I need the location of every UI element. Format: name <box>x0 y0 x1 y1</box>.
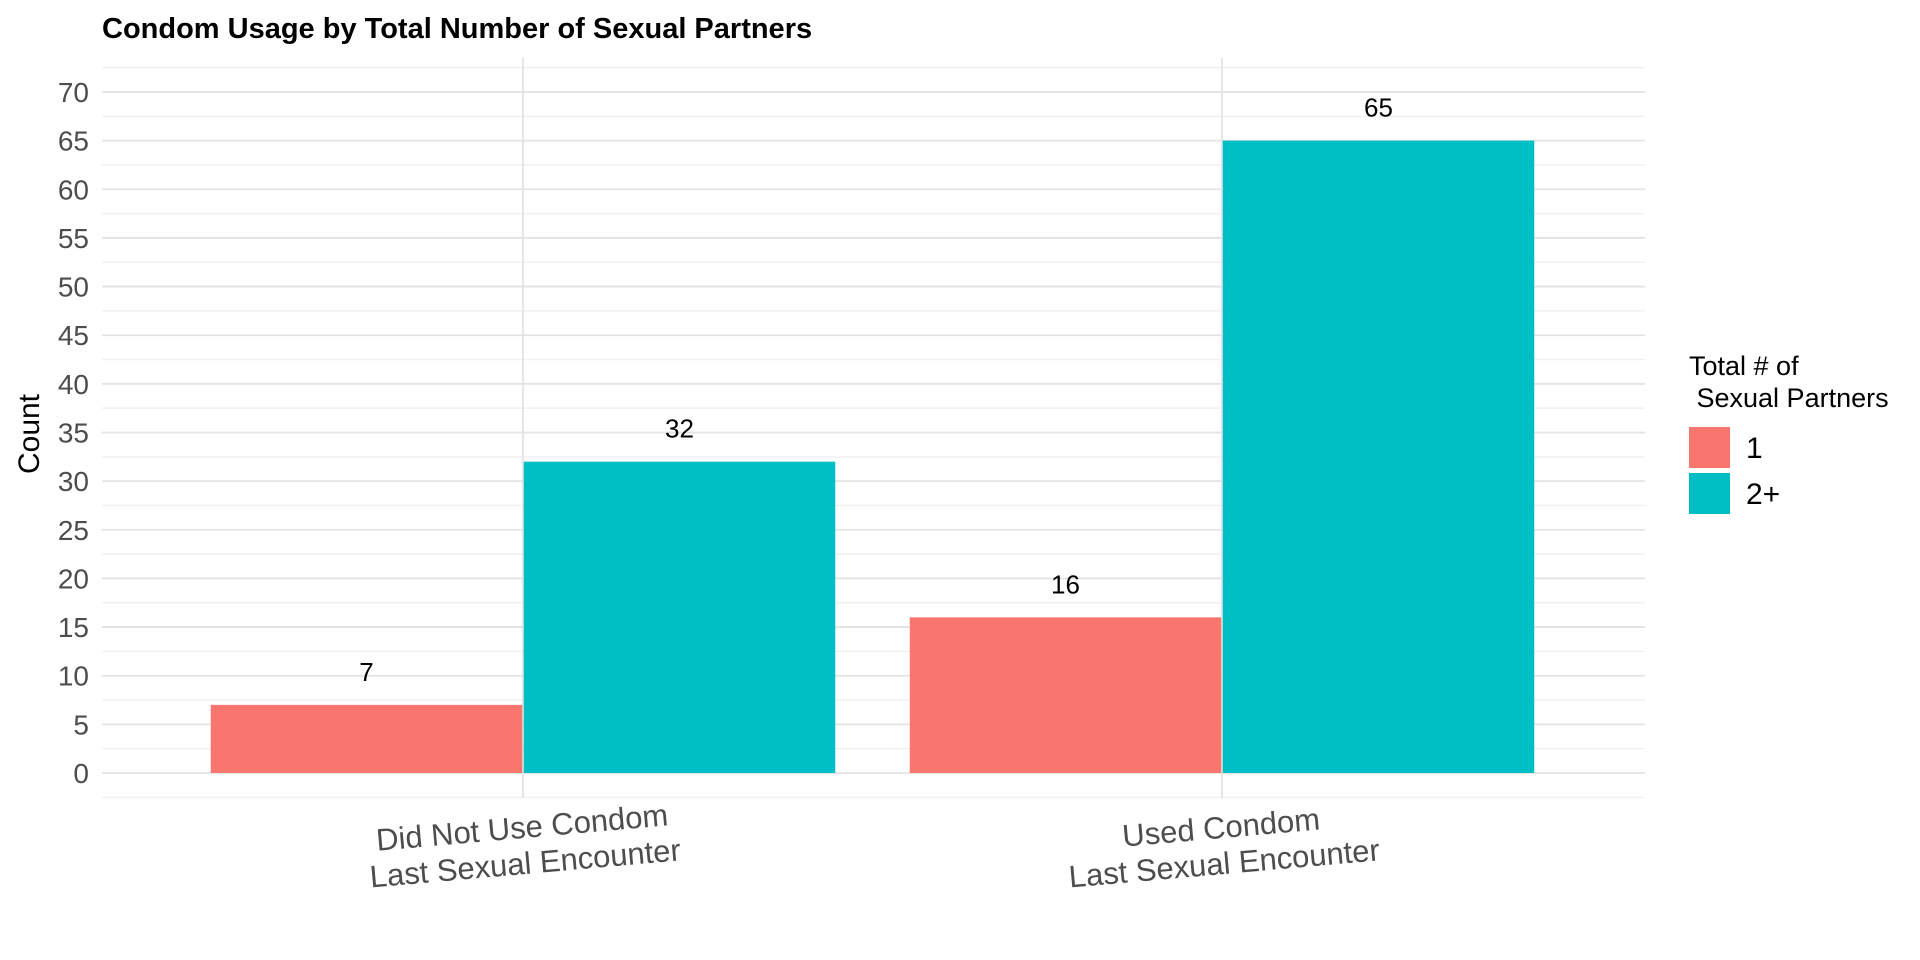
y-tick-label: 45 <box>58 320 89 351</box>
y-tick-label: 40 <box>58 369 89 400</box>
y-tick-label: 20 <box>58 563 89 594</box>
bars <box>210 140 1535 774</box>
bar <box>1222 140 1535 774</box>
y-tick-label: 10 <box>58 661 89 692</box>
y-axis-title: Count <box>13 393 46 474</box>
y-tick-label: 55 <box>58 223 89 254</box>
legend-label: 2+ <box>1746 478 1780 511</box>
legend: Total # of Sexual Partners 1 2+ <box>1689 351 1889 514</box>
chart-title: Condom Usage by Total Number of Sexual P… <box>102 13 812 45</box>
y-tick-label: 60 <box>58 174 89 205</box>
y-tick-label: 15 <box>58 612 89 643</box>
data-labels: 7 16 32 65 <box>359 93 1393 687</box>
legend-label: 1 <box>1746 432 1763 465</box>
y-tick-label: 0 <box>73 758 89 789</box>
y-tick-label: 65 <box>58 126 89 157</box>
y-tick-label: 35 <box>58 418 89 449</box>
bar <box>909 617 1222 773</box>
y-axis: 0 5 10 15 20 25 30 35 40 45 50 55 60 65 70 <box>58 77 89 789</box>
data-label: 16 <box>1051 569 1080 599</box>
legend-key <box>1689 427 1730 468</box>
y-tick-label: 5 <box>73 709 89 740</box>
legend-key <box>1689 473 1730 514</box>
y-tick-label: 70 <box>58 77 89 108</box>
y-tick-label: 25 <box>58 515 89 546</box>
legend-title: Total # of <box>1689 351 1799 381</box>
legend-title: Sexual Partners <box>1689 383 1889 413</box>
data-label: 32 <box>665 414 694 444</box>
data-label: 7 <box>359 657 373 687</box>
y-tick-label: 50 <box>58 272 89 303</box>
bar <box>523 461 836 773</box>
y-tick-label: 30 <box>58 466 89 497</box>
data-label: 65 <box>1364 93 1393 123</box>
bar <box>210 704 523 773</box>
